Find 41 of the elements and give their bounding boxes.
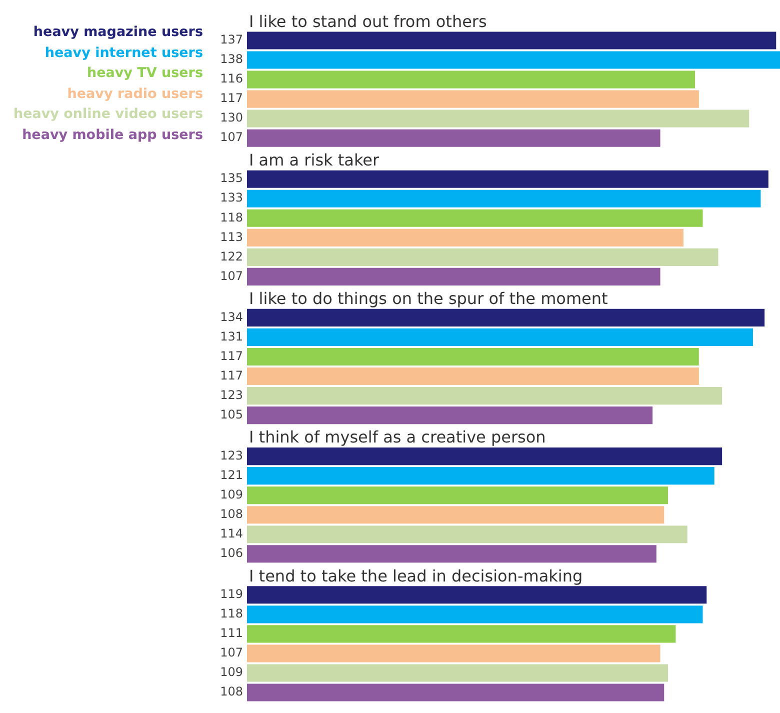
data-label: 117 xyxy=(220,91,243,106)
y-tick-label: I like to do things on the spur of the moment xyxy=(249,289,608,308)
data-label: 123 xyxy=(220,448,243,462)
data-label: 107 xyxy=(220,268,243,283)
data-label: 134 xyxy=(220,310,243,324)
data-label: 109 xyxy=(220,487,243,502)
data-label: 133 xyxy=(220,190,243,205)
data-label: 121 xyxy=(220,468,243,482)
data-label: 106 xyxy=(220,546,243,560)
data-label: 117 xyxy=(220,368,243,382)
text: heavy TV users xyxy=(86,64,203,83)
data-label: 131 xyxy=(220,329,243,344)
data-label: 116 xyxy=(220,72,243,86)
data-label: 130 xyxy=(220,110,243,125)
data-label: 135 xyxy=(220,171,243,186)
data-label: 111 xyxy=(220,626,243,640)
y-tick-label: I tend to take the lead in decision-making xyxy=(249,566,583,586)
text: heavy magazine users xyxy=(32,23,203,42)
data-label: 137 xyxy=(220,32,243,47)
data-label: 119 xyxy=(220,587,243,602)
data-label: 107 xyxy=(220,130,243,144)
data-label: 122 xyxy=(220,249,243,264)
data-label: 107 xyxy=(220,646,243,660)
y-tick-label: I like to stand out from others xyxy=(249,12,487,31)
data-label: 109 xyxy=(220,665,243,680)
y-tick-label: I am a risk taker xyxy=(249,150,380,170)
data-label: 138 xyxy=(220,52,243,66)
data-label: 117 xyxy=(220,348,243,363)
text: heavy mobile app users xyxy=(21,126,203,144)
data-label: 108 xyxy=(220,506,243,521)
data-label: 113 xyxy=(220,230,243,244)
text: heavy online video users xyxy=(12,105,203,124)
data-label: 123 xyxy=(220,388,243,402)
text: heavy internet users xyxy=(44,44,203,62)
data-label: 108 xyxy=(220,684,243,699)
data-label: 118 xyxy=(220,606,243,621)
text: heavy radio users xyxy=(66,84,203,104)
data-label: 105 xyxy=(220,407,243,422)
data-label: 118 xyxy=(220,210,243,224)
data-label: 114 xyxy=(220,526,243,541)
y-tick-label: I think of myself as a creative person xyxy=(249,428,546,447)
